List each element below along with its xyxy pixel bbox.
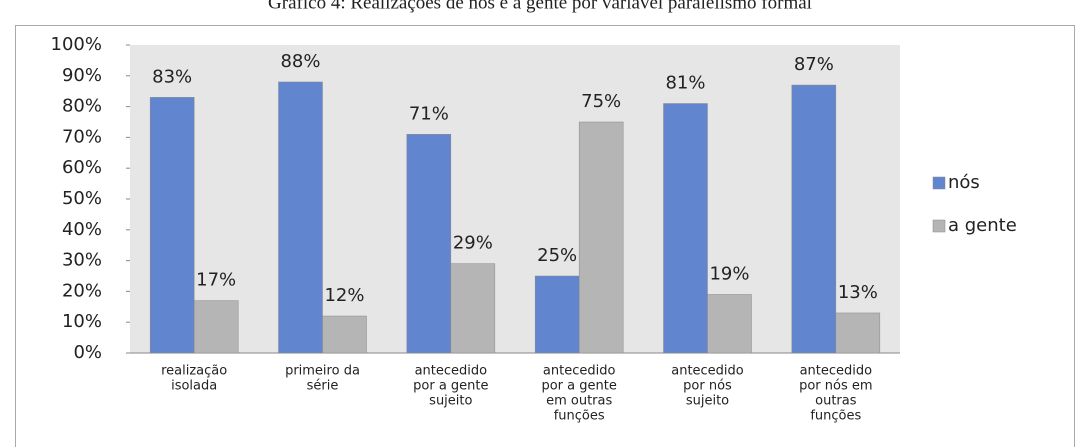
bar (278, 81, 323, 354)
legend-swatch (932, 219, 946, 233)
y-tick-label: 30% (62, 250, 102, 271)
bar (149, 97, 195, 354)
legend-label: nós (948, 172, 980, 193)
y-tick-label: 80% (62, 96, 102, 117)
x-tick-label: em outras (546, 394, 612, 409)
bar (791, 84, 837, 354)
data-label: 17% (196, 270, 236, 291)
bar (707, 294, 752, 354)
bar (663, 103, 708, 354)
x-tick-label: por a gente (541, 379, 616, 394)
data-label: 83% (152, 66, 192, 87)
y-tick-label: 100% (51, 34, 102, 55)
x-tick-label: outras (815, 394, 857, 409)
y-tick-label: 90% (62, 65, 102, 86)
x-tick-label: por nós (683, 379, 732, 394)
x-tick-label: primeiro da (285, 364, 360, 379)
x-tick-label: sujeito (429, 394, 472, 409)
data-label: 88% (280, 51, 320, 72)
legend-label: a gente (948, 215, 1017, 236)
x-tick-label: série (307, 379, 339, 394)
chart-frame (15, 25, 1075, 447)
data-label: 71% (409, 103, 449, 124)
bar (450, 263, 496, 354)
data-label: 19% (709, 263, 749, 284)
y-tick-label: 40% (62, 219, 102, 240)
y-tick-label: 60% (62, 157, 102, 178)
y-tick-label: 20% (62, 280, 102, 301)
y-tick-label: 50% (62, 188, 102, 209)
bar (578, 121, 624, 354)
data-label: 75% (581, 91, 621, 112)
plot-area (130, 45, 900, 353)
x-tick-label: por nós em (799, 379, 872, 394)
x-tick-label: realização (161, 364, 227, 379)
x-tick-label: isolada (171, 379, 217, 394)
data-label: 81% (665, 73, 705, 94)
x-tick-label: antecedido (415, 364, 488, 379)
bar (322, 315, 367, 354)
data-label: 13% (838, 282, 878, 303)
bar (534, 275, 580, 354)
x-tick-label: antecedido (800, 364, 873, 379)
bar (406, 134, 452, 354)
y-tick-label: 0% (73, 342, 102, 363)
legend-swatch (932, 176, 946, 190)
x-tick-label: antecedido (671, 364, 744, 379)
data-label: 87% (794, 54, 834, 75)
x-tick-label: funções (810, 409, 861, 424)
data-label: 25% (537, 245, 577, 266)
bar (193, 300, 239, 354)
x-tick-label: funções (554, 409, 605, 424)
data-label: 29% (453, 233, 493, 254)
data-label: 12% (324, 285, 364, 306)
bar (835, 312, 881, 354)
x-tick-label: sujeito (686, 394, 729, 409)
y-tick-label: 10% (62, 311, 102, 332)
y-tick-label: 70% (62, 126, 102, 147)
x-tick-label: por a gente (413, 379, 488, 394)
chart-title: Gráfico 4: Realizações de nós e a gente … (268, 0, 812, 13)
x-tick-label: antecedido (543, 364, 616, 379)
